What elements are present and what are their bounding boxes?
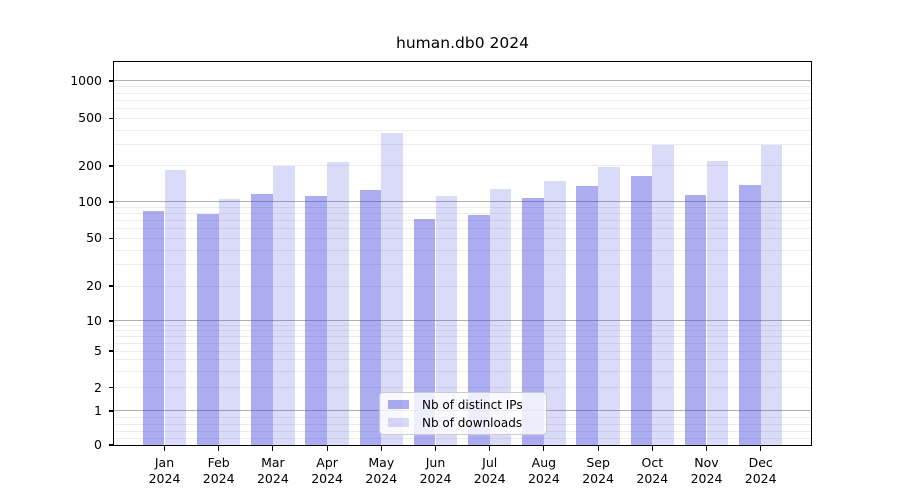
plot-area: Nb of distinct IPs Nb of downloads Jan 2…	[70, 61, 812, 486]
y-tick-label: 1	[94, 402, 102, 418]
minor-gridline	[114, 129, 811, 131]
y-tick	[109, 410, 114, 412]
x-tick	[543, 446, 545, 451]
bar-downloads	[706, 161, 729, 445]
minor-gridline	[114, 86, 811, 88]
bar-downloads	[164, 170, 187, 445]
x-tick-label: Mar 2024	[256, 455, 289, 486]
bar-downloads	[598, 166, 620, 445]
legend-item-downloads: Nb of downloads	[388, 416, 546, 430]
y-tick-label: 500	[78, 110, 102, 126]
bar-distinct-ips	[413, 219, 436, 445]
x-tick-label: Sep 2024	[582, 455, 614, 486]
x-tick	[760, 446, 762, 451]
bar-downloads	[489, 188, 512, 445]
bar-distinct-ips	[359, 189, 382, 445]
y-tick	[109, 285, 114, 287]
x-tick	[326, 446, 328, 451]
legend-swatch-downloads-icon	[388, 418, 409, 427]
bar-distinct-ips	[142, 211, 165, 445]
bar-distinct-ips	[305, 196, 328, 445]
x-tick-label: Jan 2024	[148, 455, 181, 486]
y-tick-label: 10	[86, 312, 102, 328]
bar-distinct-ips	[251, 194, 273, 445]
y-tick	[109, 237, 114, 240]
y-tick	[109, 165, 114, 167]
y-tick-label: 50	[86, 230, 102, 246]
bar-distinct-ips	[197, 214, 219, 445]
minor-gridline	[114, 92, 811, 94]
y-tick	[109, 80, 114, 82]
bar-distinct-ips	[576, 186, 599, 445]
x-tick-label: Apr 2024	[311, 455, 343, 486]
minor-gridline	[114, 108, 811, 110]
y-tick	[109, 386, 114, 389]
bar-distinct-ips	[684, 194, 707, 445]
legend-label-distinct-ips: Nb of distinct IPs	[422, 397, 523, 412]
bar-distinct-ips	[468, 215, 490, 445]
x-tick	[218, 446, 220, 451]
major-gridline	[114, 80, 811, 82]
x-tick-label: Feb 2024	[202, 455, 235, 486]
x-tick-label: Dec 2024	[744, 455, 777, 486]
y-tick	[109, 444, 114, 446]
legend-swatch-distinct-ips-icon	[388, 400, 409, 409]
chart-title: human.db0 2024	[396, 34, 529, 52]
y-tick-label: 20	[86, 277, 102, 293]
x-tick	[489, 446, 491, 451]
x-tick	[651, 446, 653, 451]
bar-distinct-ips	[739, 185, 761, 445]
y-tick-label: 2	[94, 379, 102, 395]
y-tick-label: 1000	[70, 72, 102, 88]
y-tick-label: 200	[78, 157, 102, 173]
bar-downloads	[543, 180, 566, 445]
y-tick	[109, 117, 114, 120]
legend-item-distinct-ips: Nb of distinct IPs	[388, 398, 546, 412]
x-tick	[434, 446, 437, 451]
y-tick-label: 100	[78, 193, 102, 209]
legend: Nb of distinct IPs Nb of downloads	[379, 392, 547, 435]
legend-label-downloads: Nb of downloads	[422, 415, 523, 430]
minor-gridline	[114, 99, 811, 101]
bar-downloads	[652, 144, 674, 445]
x-tick	[380, 446, 382, 451]
y-tick	[109, 350, 114, 352]
bar-downloads	[760, 145, 783, 445]
y-tick	[109, 320, 114, 322]
x-tick-label: Aug 2024	[527, 455, 560, 486]
bar-downloads	[381, 132, 403, 445]
x-tick	[272, 446, 274, 451]
bar-distinct-ips	[522, 198, 544, 445]
x-tick	[163, 446, 166, 451]
minor-gridline	[114, 117, 811, 119]
x-tick-label: May 2024	[365, 455, 398, 486]
y-tick	[109, 201, 114, 203]
x-tick	[705, 446, 708, 451]
y-tick-label: 0	[94, 436, 102, 452]
minor-gridline	[114, 144, 811, 146]
x-tick	[597, 446, 599, 451]
y-tick-label: 5	[94, 342, 102, 358]
bar-downloads	[218, 199, 241, 445]
x-tick-label: Jun 2024	[419, 455, 452, 486]
x-tick-label: Jul 2024	[473, 455, 506, 486]
x-tick-label: Nov 2024	[690, 455, 723, 486]
bar-distinct-ips	[630, 175, 653, 445]
bar-downloads	[327, 162, 349, 445]
x-tick-label: Oct 2024	[636, 455, 669, 486]
bar-downloads	[435, 196, 458, 445]
bar-downloads	[272, 166, 295, 445]
